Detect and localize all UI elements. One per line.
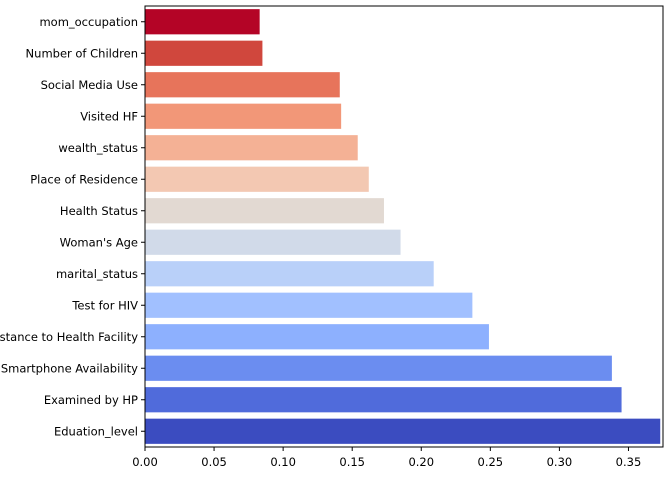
x-tick-label-7: 0.35 — [616, 455, 642, 469]
y-tick-label-4: wealth_status — [58, 141, 138, 155]
bar-13 — [145, 418, 661, 444]
bar-2 — [145, 72, 340, 98]
bar-5 — [145, 166, 369, 192]
y-tick-label-10: Distance to Health Facility — [0, 330, 138, 344]
axes-frame — [144, 5, 664, 448]
x-tick-label-1: 0.05 — [201, 455, 227, 469]
x-tick-label-2: 0.10 — [270, 455, 296, 469]
bar-12 — [145, 387, 622, 413]
y-tick-label-7: Woman's Age — [60, 235, 138, 249]
bar-10 — [145, 324, 489, 350]
bar-9 — [145, 292, 473, 318]
y-tick-label-13: Eduation_level — [54, 424, 138, 438]
y-tick-label-3: Visited HF — [80, 109, 138, 123]
y-tick-label-2: Social Media Use — [41, 78, 138, 92]
y-tick-label-12: Examined by HP — [44, 393, 138, 407]
bars-layer — [145, 9, 661, 444]
bar-1 — [145, 40, 263, 66]
y-tick-label-1: Number of Children — [26, 46, 138, 60]
x-tick-label-0: 0.00 — [132, 455, 158, 469]
bar-11 — [145, 355, 612, 381]
x-axis-ticks: 0.00 0.05 0.10 0.15 0.20 0.25 0.30 0.35 — [132, 447, 641, 469]
x-tick-label-6: 0.30 — [547, 455, 573, 469]
x-tick-label-3: 0.15 — [339, 455, 365, 469]
bar-7 — [145, 229, 401, 255]
y-axis-ticks: mom_occupation Number of Children Social M… — [0, 15, 145, 438]
y-tick-label-0: mom_occupation — [39, 15, 138, 29]
y-tick-label-5: Place of Residence — [30, 172, 138, 186]
x-tick-label-4: 0.20 — [408, 455, 434, 469]
y-tick-label-9: Test for HIV — [71, 298, 138, 312]
bar-3 — [145, 103, 342, 129]
y-tick-label-8: marital_status — [56, 267, 138, 281]
bar-6 — [145, 198, 384, 224]
bar-0 — [145, 9, 260, 35]
bar-4 — [145, 135, 358, 161]
y-tick-label-11: Smartphone Availability — [1, 361, 138, 375]
y-tick-label-6: Health Status — [60, 204, 138, 218]
x-tick-label-5: 0.25 — [478, 455, 504, 469]
bar-8 — [145, 261, 434, 287]
